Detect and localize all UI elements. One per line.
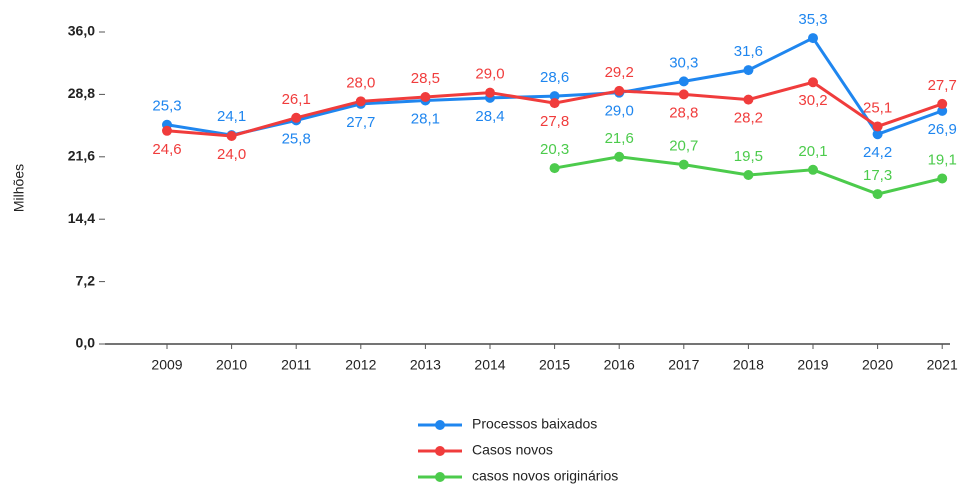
- x-tick-label: 2012: [345, 357, 376, 373]
- value-label: 27,7: [928, 77, 957, 94]
- value-label: 24,6: [152, 141, 181, 158]
- value-label: 28,8: [669, 104, 698, 121]
- x-tick-label: 2011: [281, 357, 311, 373]
- data-point: [808, 33, 818, 44]
- value-label: 27,8: [540, 113, 569, 130]
- y-tick-label: 0,0: [76, 335, 96, 351]
- y-axis-label: Milhões: [11, 164, 27, 212]
- data-point: [420, 92, 431, 102]
- value-label: 28,6: [540, 69, 569, 86]
- value-label: 19,1: [928, 151, 957, 168]
- data-point: [743, 65, 754, 76]
- value-label: 20,7: [669, 138, 698, 155]
- data-point: [549, 163, 560, 174]
- legend-label: Processos baixados: [472, 416, 597, 432]
- x-tick-label: 2021: [927, 357, 958, 373]
- data-point: [485, 87, 495, 98]
- data-point: [743, 94, 754, 105]
- value-label: 25,1: [863, 99, 892, 116]
- data-point: [808, 164, 818, 175]
- value-label: 24,1: [217, 108, 246, 125]
- value-label: 30,2: [798, 92, 827, 109]
- legend-marker: [435, 472, 445, 482]
- x-tick-label: 2018: [733, 357, 764, 373]
- value-label: 28,1: [411, 110, 440, 127]
- data-point: [614, 151, 625, 162]
- value-label: 21,6: [605, 130, 634, 147]
- data-point: [678, 89, 689, 100]
- x-tick-label: 2010: [216, 357, 247, 373]
- data-point: [678, 159, 689, 170]
- data-point: [808, 77, 818, 88]
- legend-marker: [435, 420, 445, 430]
- data-point: [614, 85, 625, 96]
- data-point: [226, 131, 237, 141]
- y-tick-label: 21,6: [68, 148, 95, 164]
- value-label: 24,2: [863, 144, 892, 161]
- data-point: [678, 76, 689, 87]
- legend-marker: [435, 446, 445, 456]
- value-label: 25,8: [282, 130, 311, 147]
- data-point: [872, 129, 883, 140]
- y-tick-label: 7,2: [76, 272, 96, 288]
- value-label: 27,7: [346, 114, 375, 131]
- x-tick-label: 2013: [410, 357, 441, 373]
- value-label: 29,2: [605, 64, 634, 81]
- x-tick-label: 2019: [797, 357, 828, 373]
- data-point: [743, 170, 754, 180]
- legend-label: casos novos originários: [472, 468, 618, 484]
- value-label: 24,0: [217, 146, 246, 163]
- data-point: [872, 189, 883, 200]
- data-point: [937, 173, 948, 184]
- y-tick-label: 36,0: [68, 23, 95, 39]
- value-label: 26,1: [282, 91, 311, 108]
- value-label: 35,3: [798, 11, 827, 28]
- data-point: [162, 125, 172, 136]
- value-label: 20,3: [540, 141, 569, 158]
- data-point: [937, 98, 948, 109]
- value-label: 28,2: [734, 110, 763, 127]
- data-point: [355, 96, 366, 107]
- value-label: 17,3: [863, 167, 892, 184]
- value-label: 28,0: [346, 74, 375, 91]
- value-label: 28,4: [475, 108, 504, 125]
- legend-label: Casos novos: [472, 442, 553, 458]
- data-point: [872, 121, 883, 132]
- x-tick-label: 2016: [604, 357, 635, 373]
- value-label: 25,3: [152, 98, 181, 115]
- value-label: 26,9: [928, 121, 957, 138]
- x-tick-label: 2015: [539, 357, 570, 373]
- value-label: 28,5: [411, 70, 440, 87]
- y-tick-label: 14,4: [68, 210, 95, 226]
- y-tick-label: 28,8: [68, 85, 95, 101]
- value-label: 31,6: [734, 43, 763, 60]
- value-label: 20,1: [798, 143, 827, 160]
- data-point: [291, 112, 302, 123]
- value-label: 19,5: [734, 148, 763, 165]
- value-label: 29,0: [475, 66, 504, 83]
- x-tick-label: 2014: [474, 357, 505, 373]
- data-point: [549, 91, 560, 102]
- x-tick-label: 2009: [151, 357, 182, 373]
- value-label: 30,3: [669, 54, 698, 71]
- x-tick-label: 2020: [862, 357, 893, 373]
- x-tick-label: 2017: [668, 357, 699, 373]
- data-point: [937, 105, 948, 116]
- data-point: [549, 98, 560, 109]
- value-label: 29,0: [605, 103, 634, 120]
